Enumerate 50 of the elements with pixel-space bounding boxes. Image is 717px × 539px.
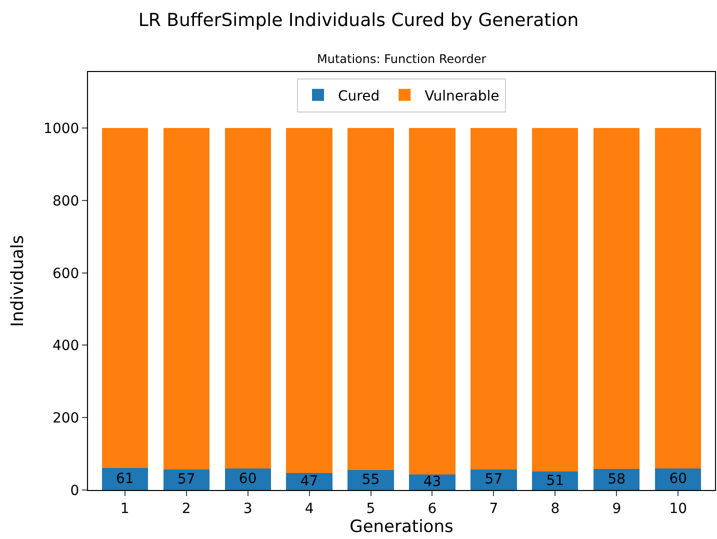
x-tick-label: 8 (550, 500, 560, 517)
bar (224, 128, 271, 468)
legend-label: Cured (338, 88, 380, 104)
x-tick-label: 9 (612, 500, 622, 517)
bar (470, 469, 517, 490)
bar (594, 469, 640, 490)
y-tick-label: 0 (70, 482, 80, 499)
x-tick-label: 4 (304, 500, 314, 517)
x-tick-label: 7 (489, 500, 498, 517)
data-label: 58 (608, 472, 626, 488)
bar (102, 468, 148, 490)
bar (286, 128, 332, 473)
x-tick-label: 3 (243, 500, 252, 517)
bar (286, 472, 332, 490)
data-label: 61 (116, 470, 134, 487)
data-label: 57 (177, 472, 196, 488)
bar (532, 472, 578, 490)
bar (348, 128, 394, 470)
y-axis-title: Individuals (8, 235, 28, 327)
bar (655, 468, 702, 490)
data-label: 55 (362, 472, 380, 488)
x-tick-label: 6 (428, 500, 437, 517)
x-tick-label: 5 (366, 500, 376, 517)
x-tick-label: 10 (669, 500, 688, 517)
data-label: 47 (300, 473, 318, 490)
chart-subtitle: Mutations: Function Reorder (317, 52, 486, 66)
data-label: 43 (423, 474, 442, 490)
bar (532, 128, 578, 472)
data-label: 51 (546, 472, 564, 489)
y-tick-label: 800 (52, 193, 80, 210)
y-tick-label: 400 (52, 338, 80, 354)
y-tick-label: 200 (52, 410, 80, 427)
bar (409, 128, 456, 474)
bar (102, 128, 148, 468)
x-tick-label: 2 (182, 500, 191, 517)
x-tick-label: 1 (120, 500, 130, 517)
data-label: 60 (669, 471, 688, 488)
x-axis-title: Generations (350, 517, 454, 538)
bar (594, 128, 640, 470)
bar (655, 128, 702, 468)
bar (348, 470, 394, 490)
bar (163, 469, 210, 490)
y-tick-label: 1000 (44, 121, 80, 137)
y-tick-label: 600 (52, 266, 80, 282)
data-label: 60 (238, 471, 257, 488)
bar (470, 128, 517, 470)
bar (163, 128, 210, 470)
legend-label: Vulnerable (424, 88, 500, 104)
chart-title: LR BufferSimple Individuals Cured by Generation (138, 10, 579, 32)
data-label: 57 (484, 472, 503, 488)
